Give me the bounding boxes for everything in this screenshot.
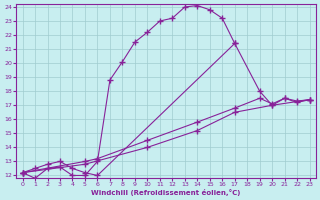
X-axis label: Windchill (Refroidissement éolien,°C): Windchill (Refroidissement éolien,°C) bbox=[92, 189, 241, 196]
